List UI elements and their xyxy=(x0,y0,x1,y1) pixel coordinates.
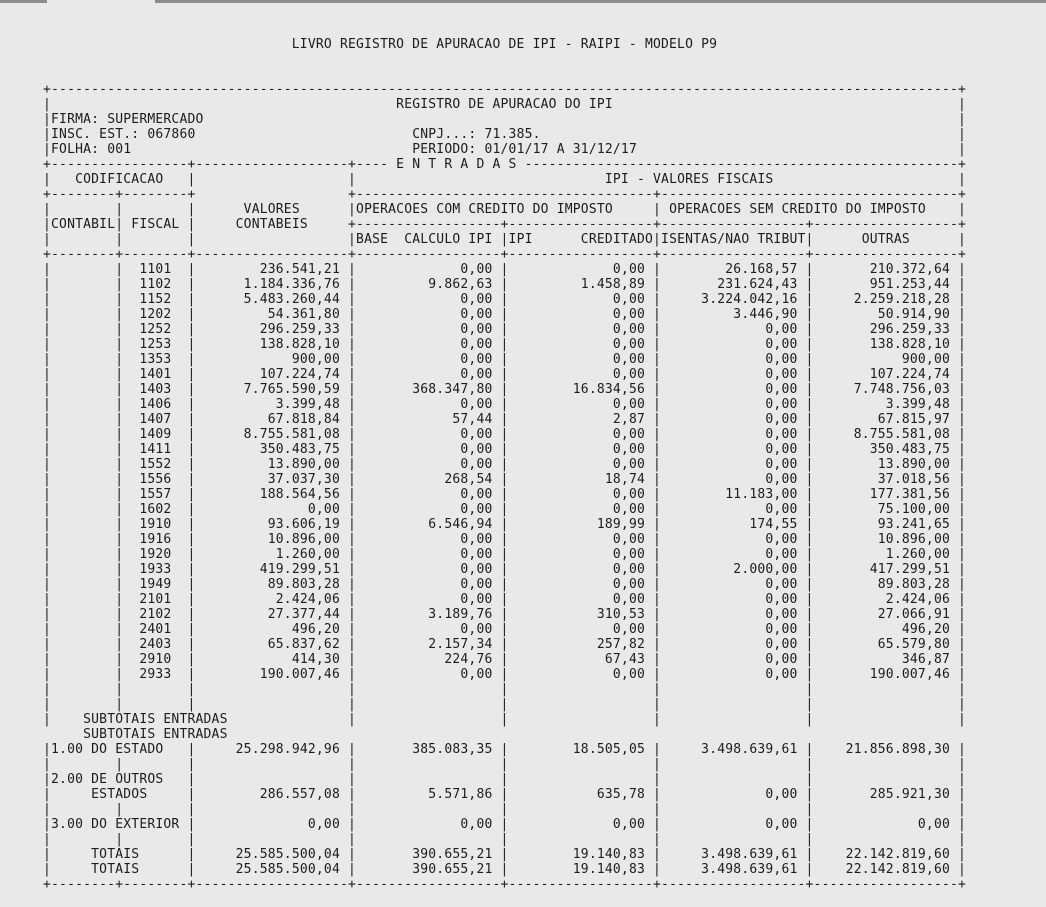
table-row-1933: | | 1933 | 419.299,51 | 0,00 | 0,00 | 2.… xyxy=(43,562,967,577)
table-row-1152: | | 1152 | 5.483.260,44 | 0,00 | 0,00 | … xyxy=(43,292,967,307)
table-row-1602: | | 1602 | 0,00 | 0,00 | 0,00 | 0,00 | 7… xyxy=(43,502,967,517)
window-top-border-left xyxy=(0,0,47,3)
table-row-1403: | | 1403 | 7.765.590,59 | 368.347,80 | 1… xyxy=(43,382,967,397)
table-row-1409: | | 1409 | 8.755.581,08 | 0,00 | 0,00 | … xyxy=(43,427,967,442)
table-row-1556: | | 1556 | 37.037,30 | 268,54 | 18,74 | … xyxy=(43,472,967,487)
report-body: +---------------------------------------… xyxy=(43,82,966,892)
table-row-1252: | | 1252 | 296.259,33 | 0,00 | 0,00 | 0,… xyxy=(43,322,967,337)
table-row-1910: | | 1910 | 93.606,19 | 6.546,94 | 189,99… xyxy=(43,517,967,532)
report-title: LIVRO REGISTRO DE APURACAO DE IPI - RAIP… xyxy=(291,37,718,52)
box-top-border: +---------------------------------------… xyxy=(43,82,967,97)
ipi-report: LIVRO REGISTRO DE APURACAO DE IPI - RAIP… xyxy=(43,7,966,907)
table-row-1407: | | 1407 | 67.818,84 | 57,44 | 2,87 | 0,… xyxy=(43,412,967,427)
window-top-border-right xyxy=(155,0,1046,3)
table-row-1102: | | 1102 | 1.184.336,76 | 9.862,63 | 1.4… xyxy=(43,277,967,292)
table-row-1353: | | 1353 | 900,00 | 0,00 | 0,00 | 0,00 |… xyxy=(43,352,967,367)
header-ruler: +--------+--------+-------------------+-… xyxy=(43,247,967,262)
bottom-border: +--------+--------+-------------------+-… xyxy=(43,877,967,892)
group-ruler: +--------+--------+ +-------------------… xyxy=(43,187,967,202)
spacer-row: | | | | | | | | xyxy=(43,757,967,772)
spacer-row: | | | | | | | | xyxy=(43,697,967,712)
table-row-1406: | | 1406 | 3.399,48 | 0,00 | 0,00 | 0,00… xyxy=(43,397,967,412)
folha-periodo-line: |FOLHA: 001 PERIODO: 01/01/17 A 31/12/17… xyxy=(43,142,967,157)
table-row-1202: | | 1202 | 54.361,80 | 0,00 | 0,00 | 3.4… xyxy=(43,307,967,322)
table-row-1557: | | 1557 | 188.564,56 | 0,00 | 0,00 | 11… xyxy=(43,487,967,502)
group-header-line: | CODIFICACAO | | IPI - VALORES FISCAIS … xyxy=(43,172,967,187)
table-row-2401: | | 2401 | 496,20 | 0,00 | 0,00 | 0,00 |… xyxy=(43,622,967,637)
table-row-1411: | | 1411 | 350.483,75 | 0,00 | 0,00 | 0,… xyxy=(43,442,967,457)
firma-line: |FIRMA: SUPERMERCADO | xyxy=(43,112,967,127)
table-row-1920: | | 1920 | 1.260,00 | 0,00 | 0,00 | 0,00… xyxy=(43,547,967,562)
table-row-1552: | | 1552 | 13.890,00 | 0,00 | 0,00 | 0,0… xyxy=(43,457,967,472)
table-row-2933: | | 2933 | 190.007,46 | 0,00 | 0,00 | 0,… xyxy=(43,667,967,682)
table-row-2403: | | 2403 | 65.837,62 | 2.157,34 | 257,82… xyxy=(43,637,967,652)
subtotal-row-3: |3.00 DO EXTERIOR | 0,00 | 0,00 | 0,00 |… xyxy=(43,817,967,832)
spacer-row: | | | | | | | | xyxy=(43,682,967,697)
table-row-1101: | | 1101 | 236.541,21 | 0,00 | 0,00 | 26… xyxy=(43,262,967,277)
table-row-1949: | | 1949 | 89.803,28 | 0,00 | 0,00 | 0,0… xyxy=(43,577,967,592)
subtotal-row-2: | ESTADOS | 286.557,08 | 5.571,86 | 635,… xyxy=(43,787,967,802)
totals-row: | TOTAIS | 25.585.500,04 | 390.655,21 | … xyxy=(43,847,967,862)
table-row-2102: | | 2102 | 27.377,44 | 3.189,76 | 310,53… xyxy=(43,607,967,622)
subtotal-row-2-label: |2.00 DE OUTROS | | | | | | xyxy=(43,772,967,787)
table-row-1401: | | 1401 | 107.224,74 | 0,00 | 0,00 | 0,… xyxy=(43,367,967,382)
credit-group-header: | | | VALORES |OPERACOES COM CREDITO DO … xyxy=(43,202,967,217)
table-row-2101: | | 2101 | 2.424,06 | 0,00 | 0,00 | 0,00… xyxy=(43,592,967,607)
table-row-1916: | | 1916 | 10.896,00 | 0,00 | 0,00 | 0,0… xyxy=(43,532,967,547)
subtotal-row-1: |1.00 DO ESTADO | 25.298.942,96 | 385.08… xyxy=(43,742,967,757)
spacer-row: | | | | | | | | xyxy=(43,802,967,817)
subtotals-heading: | SUBTOTAIS ENTRADAS | | | | | xyxy=(43,712,967,727)
box-title: | REGISTRO DE APURACAO DO IPI | xyxy=(43,97,967,112)
subtotals-heading-overprint: SUBTOTAIS ENTRADAS xyxy=(43,727,967,742)
value-columns-header: | | | |BASE CALCULO IPI |IPI CREDITADO|I… xyxy=(43,232,967,247)
table-row-2910: | | 2910 | 414,30 | 224,76 | 67,43 | 0,0… xyxy=(43,652,967,667)
table-row-1253: | | 1253 | 138.828,10 | 0,00 | 0,00 | 0,… xyxy=(43,337,967,352)
totals-row: | TOTAIS | 25.585.500,04 | 390.655,21 | … xyxy=(43,862,967,877)
insc-cnpj-line: |INSC. EST.: 067860 CNPJ...: 71.385. | xyxy=(43,127,967,142)
spacer-row: | | | | | | | | xyxy=(43,832,967,847)
contabil-fiscal-header: |CONTABIL| FISCAL | CONTABEIS +---------… xyxy=(43,217,967,232)
entradas-ruler: +-----------------+-------------------+-… xyxy=(43,157,967,172)
